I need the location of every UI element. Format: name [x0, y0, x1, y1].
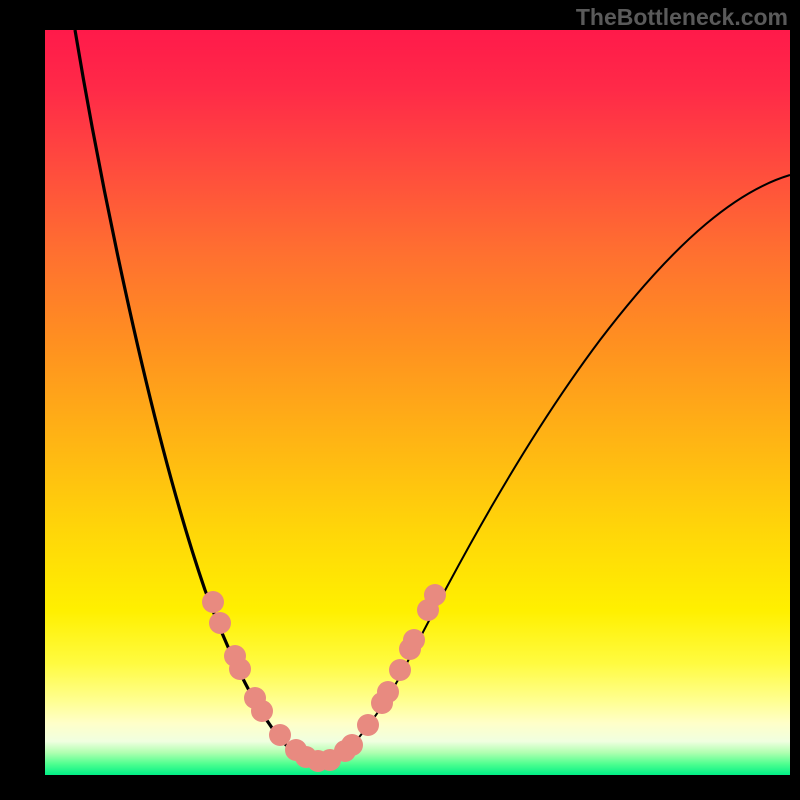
data-point	[341, 734, 363, 756]
data-point	[357, 714, 379, 736]
data-point	[229, 658, 251, 680]
data-point	[403, 629, 425, 651]
data-point	[389, 659, 411, 681]
data-point	[377, 681, 399, 703]
curve-left	[75, 30, 308, 762]
data-point	[424, 584, 446, 606]
data-point	[251, 700, 273, 722]
watermark-text: TheBottleneck.com	[576, 4, 788, 31]
data-point	[202, 591, 224, 613]
data-point	[209, 612, 231, 634]
